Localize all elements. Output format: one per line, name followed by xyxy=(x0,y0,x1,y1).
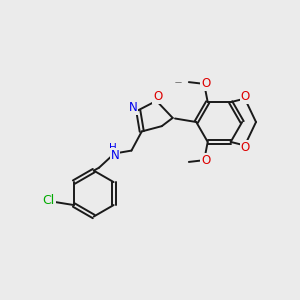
Text: O: O xyxy=(241,141,250,154)
Text: Cl: Cl xyxy=(42,194,55,207)
Text: O: O xyxy=(201,77,211,90)
Text: H: H xyxy=(109,143,117,153)
Text: N: N xyxy=(111,148,119,161)
Text: O: O xyxy=(201,154,211,167)
Text: O: O xyxy=(153,91,162,103)
Text: O: O xyxy=(241,90,250,103)
Text: —: — xyxy=(174,79,181,85)
Text: N: N xyxy=(128,101,137,114)
